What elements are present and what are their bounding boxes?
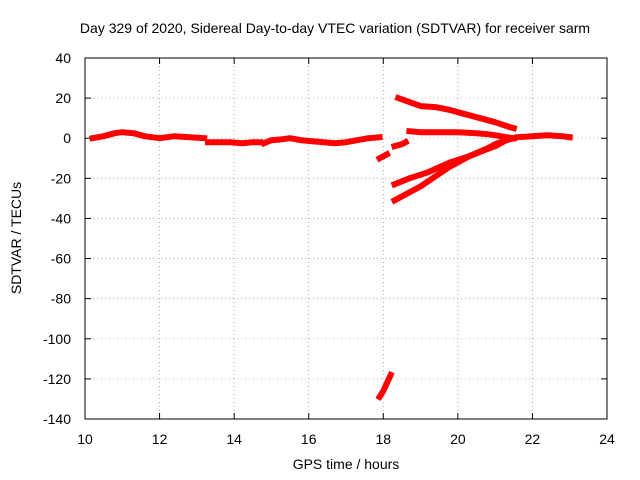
y-tick-label: -100: [43, 331, 71, 347]
y-tick-label: -120: [43, 371, 71, 387]
data-series: [89, 94, 574, 402]
grid-lines: [85, 58, 607, 419]
series-arc-6: [375, 370, 395, 402]
x-axis-label: GPS time / hours: [292, 456, 400, 472]
y-tick-label: -140: [43, 411, 71, 427]
y-tick-label: -60: [51, 251, 71, 267]
x-tick-label: 22: [525, 431, 541, 447]
y-tick-label: 40: [55, 50, 71, 66]
tick-labels: 10 12 14 16 18 20 22 24 40 20 0 -20 -40 -60 -80 -100 -12…: [43, 50, 615, 447]
series-arc-7: [394, 94, 518, 132]
chart-title: Day 329 of 2020, Sidereal Day-to-day VTE…: [79, 20, 591, 36]
y-axis-label: SDTVAR / TECUs: [8, 181, 24, 295]
x-tick-label: 14: [226, 431, 242, 447]
series-arc-11: [514, 132, 574, 141]
x-tick-label: 16: [301, 431, 317, 447]
y-tick-label: 20: [55, 90, 71, 106]
x-tick-label: 10: [77, 431, 93, 447]
x-tick-label: 18: [375, 431, 391, 447]
x-tick-label: 20: [450, 431, 466, 447]
series-arc-3: [260, 133, 383, 148]
series-arc-1: [89, 129, 208, 142]
y-tick-label: -40: [51, 210, 71, 226]
series-arc-5: [390, 138, 410, 150]
series-arc-8: [406, 127, 518, 142]
axis-ticks: [84, 57, 608, 420]
y-tick-label: -80: [51, 291, 71, 307]
x-tick-label: 24: [599, 431, 615, 447]
y-tick-label: 0: [63, 130, 71, 146]
x-tick-label: 12: [152, 431, 168, 447]
plot-frame: [84, 57, 608, 420]
y-tick-label: -20: [51, 170, 71, 186]
series-arc-10: [390, 134, 518, 205]
series-arc-2: [205, 139, 264, 147]
series-arc-4: [375, 150, 392, 163]
